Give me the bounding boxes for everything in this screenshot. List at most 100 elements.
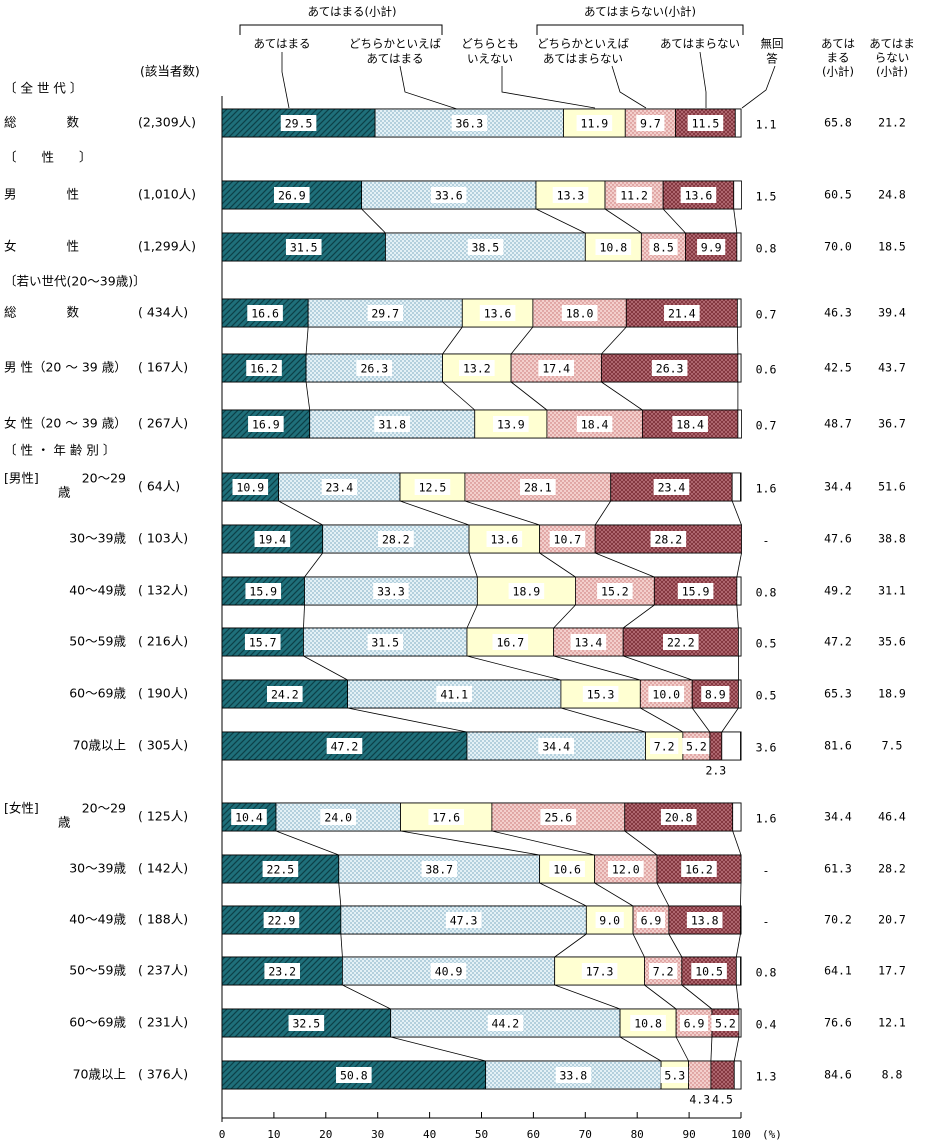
section-title: 〔 性 ・ 年 齢 別 〕	[4, 443, 115, 458]
x-tick-label: 10	[267, 1128, 280, 1141]
value-label-bg	[660, 809, 697, 825]
value-label: 29.7	[371, 307, 399, 321]
value-label: 5.2	[715, 1017, 736, 1031]
sum-disagree-value: 36.7	[878, 417, 906, 431]
connector-line	[305, 326, 309, 355]
value-label: 17.4	[542, 362, 570, 376]
value-label-bg	[561, 305, 598, 321]
sum-disagree-value: 20.7	[878, 913, 906, 927]
value-label: 23.4	[658, 481, 686, 495]
value-label-bg	[367, 634, 404, 650]
value-label-bg	[570, 634, 607, 650]
value-label-bg	[664, 305, 700, 321]
sum-agree-value: 70.2	[824, 913, 852, 927]
row-count: ( 237人)	[138, 963, 188, 978]
section-title: 〔若い世代(20～39歳)〕	[4, 274, 146, 289]
connector-line	[656, 882, 670, 907]
bar-segment	[735, 956, 741, 986]
value-label-bg	[508, 583, 545, 599]
value-label: 9.7	[640, 117, 661, 131]
value-label-bg	[711, 1015, 740, 1031]
connector-line	[338, 882, 342, 907]
value-label-bg	[264, 963, 301, 979]
connector-line	[595, 552, 655, 578]
value-label-bg	[274, 187, 310, 203]
row-label: 女 性（20 ～ 39 歳）	[4, 416, 127, 431]
value-label: 13.6	[484, 307, 512, 321]
value-label: 6.9	[684, 1017, 705, 1031]
sum-agree-value: 70.0	[824, 240, 852, 254]
value-label-bg	[246, 360, 282, 376]
row-count: ( 132人)	[138, 583, 188, 598]
no-answer-value: 0.7	[756, 308, 777, 322]
sum-disagree-value: 7.5	[882, 739, 903, 753]
row-label: 男 性（20 ～ 39 歳）	[4, 360, 127, 375]
value-label-bg	[436, 686, 473, 702]
value-label-bg	[356, 360, 393, 376]
connector-line	[491, 830, 595, 856]
row-label-suffix: 歳	[58, 485, 71, 500]
value-label-bg	[582, 686, 619, 702]
row-label: 40～49歳	[69, 583, 126, 598]
bar-segment	[732, 802, 742, 832]
value-label: 6.9	[641, 914, 662, 928]
bar-segment	[709, 731, 723, 761]
value-label-bg	[373, 583, 409, 599]
value-label: 24.2	[271, 688, 299, 702]
legend-somewhat_agree-label: どちらかといえば	[349, 37, 441, 51]
value-label-bg	[680, 187, 717, 203]
connector-line	[400, 830, 540, 856]
row-count: ( 103人)	[138, 531, 188, 546]
connector-line	[553, 655, 641, 681]
value-label: 25.6	[544, 811, 572, 825]
value-label: 10.5	[695, 965, 723, 979]
connector-line	[464, 500, 540, 526]
connector-line	[347, 707, 468, 733]
value-label: 28.1	[524, 481, 552, 495]
value-label-bg	[549, 861, 585, 877]
value-label-bg	[247, 305, 283, 321]
value-label: 5.3	[664, 1069, 685, 1083]
value-label: 34.4	[542, 740, 570, 754]
value-label: 22.9	[268, 914, 296, 928]
connector-line	[733, 1036, 740, 1062]
no-answer-value: 1.6	[756, 482, 777, 496]
value-label-bg	[687, 115, 724, 131]
value-label: 13.9	[497, 418, 525, 432]
bar-segment	[688, 1060, 712, 1090]
connector-line	[619, 1036, 662, 1062]
value-label: 15.9	[682, 585, 710, 599]
summary-agree-header: まる	[827, 51, 850, 65]
row-count: ( 376人)	[138, 1067, 188, 1082]
section-title: 〔 性 〕	[4, 150, 92, 165]
value-label: 36.3	[455, 117, 483, 131]
value-label: 26.9	[278, 189, 306, 203]
value-label: 38.5	[472, 241, 500, 255]
no-answer-value: 0.6	[756, 363, 777, 377]
value-label: 16.6	[251, 307, 279, 321]
value-label: 10.6	[553, 863, 581, 877]
value-label: 4.5	[712, 1093, 733, 1107]
connector-line	[554, 933, 587, 958]
sum-agree-value: 60.5	[824, 188, 852, 202]
connector-line	[732, 830, 742, 856]
x-tick-label: 80	[631, 1128, 644, 1141]
value-label: 11.2	[620, 189, 648, 203]
value-label-bg	[649, 963, 678, 979]
connector-line	[510, 326, 534, 355]
value-label-bg	[555, 1067, 592, 1083]
value-label: 13.4	[575, 636, 603, 650]
header-agree-subtotal: あてはまる(小計)	[307, 5, 396, 19]
value-label: 13.6	[685, 189, 713, 203]
legend-disagree-label: あてはまらない	[660, 37, 740, 51]
row-count: (2,309人)	[138, 115, 196, 130]
value-label-bg	[538, 360, 575, 376]
connector-line	[553, 604, 576, 629]
sum-disagree-value: 8.8	[882, 1068, 903, 1082]
value-label-bg	[445, 912, 482, 928]
summary-agree-header: (小計)	[822, 65, 854, 79]
value-label: 23.2	[268, 965, 296, 979]
value-label-bg	[576, 115, 613, 131]
value-label-bg	[595, 239, 632, 255]
connector-line	[303, 655, 348, 681]
